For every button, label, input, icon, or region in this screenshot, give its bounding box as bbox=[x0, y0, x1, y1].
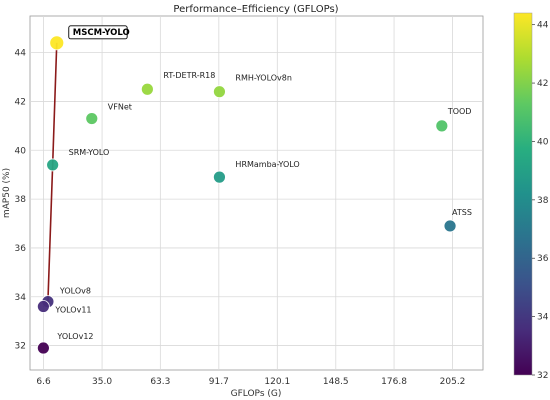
point-yolov11 bbox=[36, 300, 50, 313]
x-tick-label: 91.7 bbox=[209, 377, 229, 387]
x-axis-label: GFLOPs (G) bbox=[231, 389, 282, 399]
point-yolov12 bbox=[36, 341, 50, 355]
y-tick-label: 44 bbox=[15, 49, 27, 59]
point-label-tood: TOOD bbox=[447, 107, 472, 116]
highlight-label-box bbox=[68, 25, 128, 40]
point-hrmamba-yolo bbox=[213, 170, 226, 184]
point-label-yolov12: YOLOv12 bbox=[56, 332, 93, 341]
y-axis-label: mAP50 (%) bbox=[2, 168, 12, 218]
plot-frame bbox=[29, 15, 484, 371]
point-label-rt-detr-r18: RT-DETR-R18 bbox=[163, 71, 215, 80]
point-label-rmh-yolov8n: RMH-YOLOv8n bbox=[235, 74, 292, 83]
point-label-vfnet: VFNet bbox=[108, 103, 132, 112]
y-tick-labels: 32 34 36 38 40 42 44 bbox=[15, 49, 27, 352]
point-rt-detr-r18 bbox=[140, 82, 154, 96]
data-points: MSCM-YOLO RT-DETR-R18 RMH-YOLOv8n VFNet TOOD… bbox=[36, 25, 472, 355]
point-label-srm-yolo: SRM-YOLO bbox=[69, 148, 110, 157]
point-rmh-yolov8n bbox=[213, 85, 226, 99]
colorbar-tick-label: 40 bbox=[537, 137, 549, 147]
x-tick-label: 120.1 bbox=[264, 377, 290, 387]
x-tick-label: 148.5 bbox=[323, 377, 349, 387]
point-srm-yolo bbox=[46, 158, 60, 172]
colorbar-tick-label: 32 bbox=[537, 371, 548, 381]
point-label-mscm-yolo: MSCM-YOLO bbox=[73, 28, 130, 38]
colorbar-tick-label: 44 bbox=[537, 21, 549, 31]
y-tick-label: 42 bbox=[15, 97, 26, 107]
point-tood bbox=[435, 119, 449, 133]
colorbar-tick-label: 38 bbox=[537, 196, 549, 206]
point-atss bbox=[443, 219, 457, 233]
x-tick-labels: 6.6 35.0 63.3 91.7 120.1 148.5 176.8 205.2 bbox=[36, 377, 465, 387]
x-tick-label: 6.6 bbox=[36, 377, 51, 387]
x-tick-label: 205.2 bbox=[440, 377, 466, 387]
point-label-hrmamba-yolo: HRMamba-YOLO bbox=[235, 160, 299, 169]
y-tick-label: 38 bbox=[15, 195, 27, 205]
colorbar-tick-label: 34 bbox=[537, 313, 549, 323]
trend-line bbox=[42, 42, 58, 308]
point-label-yolov11: YOLOv11 bbox=[54, 306, 91, 315]
x-tick-label: 35.0 bbox=[92, 377, 112, 387]
chart-title: Performance–Efficiency (GFLOPs) bbox=[173, 4, 338, 15]
y-tick-label: 32 bbox=[15, 342, 26, 352]
y-tick-label: 34 bbox=[15, 293, 27, 303]
colorbar-tick-labels: 32 34 36 38 40 42 44 bbox=[532, 21, 549, 381]
point-label-yolov8: YOLOv8 bbox=[59, 287, 91, 296]
trend-line-group bbox=[42, 42, 58, 308]
x-tick-label: 63.3 bbox=[150, 377, 170, 387]
grid-lines bbox=[30, 16, 483, 370]
point-label-atss: ATSS bbox=[452, 208, 472, 217]
point-vfnet bbox=[85, 112, 99, 125]
y-tick-label: 40 bbox=[15, 146, 27, 156]
point-mscm-yolo bbox=[49, 35, 65, 51]
colorbar-tick-label: 42 bbox=[537, 79, 548, 89]
colorbar-tick-label: 36 bbox=[537, 254, 549, 264]
y-tick-label: 36 bbox=[15, 244, 27, 254]
colorbar bbox=[513, 12, 533, 376]
x-tick-label: 176.8 bbox=[381, 377, 407, 387]
